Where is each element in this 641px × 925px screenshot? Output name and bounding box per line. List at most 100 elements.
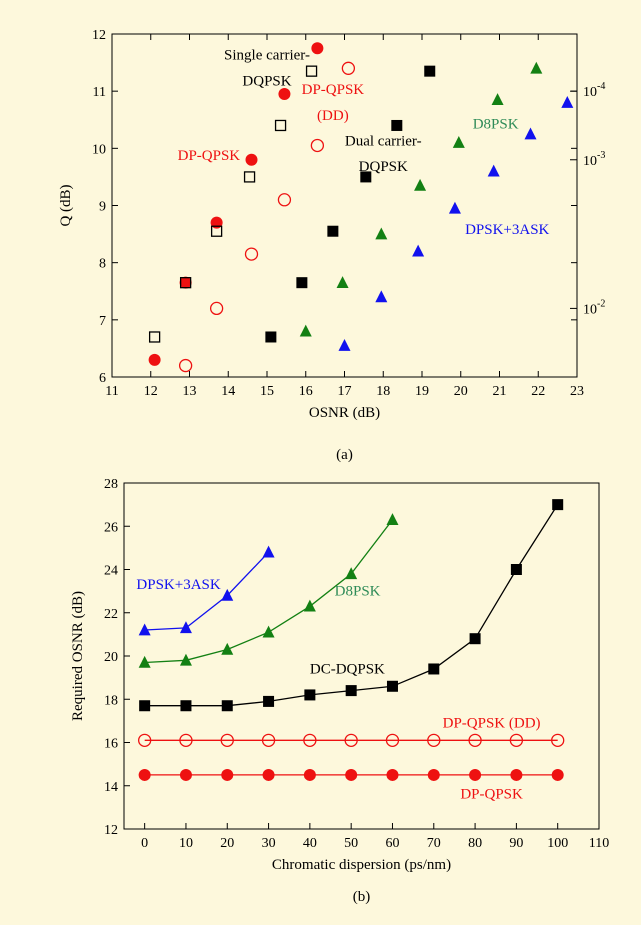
x-tick-label: 70 <box>427 836 441 851</box>
data-point-s4-5 <box>491 93 504 106</box>
x-tick-label: 10 <box>179 836 193 851</box>
data-point-s5-0 <box>338 338 351 351</box>
y-tick-label: 14 <box>104 780 118 795</box>
data-point-s4-7 <box>427 768 440 781</box>
data-point-s5-3 <box>448 201 461 214</box>
y-tick-label: 22 <box>104 607 118 622</box>
data-point-s2-3 <box>263 695 275 707</box>
data-point-s1-4 <box>303 599 316 612</box>
data-point-s2-0 <box>139 700 151 712</box>
chart-a-y-axis-label: Q (dB) <box>58 184 74 226</box>
series-annotation-3: (DD) <box>317 108 349 124</box>
data-point-s2-2 <box>221 700 233 712</box>
data-point-s4-1 <box>336 276 349 288</box>
x-tick-label: 22 <box>531 384 545 399</box>
data-point-s0-3 <box>262 545 275 558</box>
data-point-s3-7 <box>427 733 441 747</box>
x-tick-label: 90 <box>509 836 523 851</box>
series-annotation-5: Dual carrier- <box>345 133 422 149</box>
data-point-s2-7 <box>428 663 440 675</box>
data-point-s3-1 <box>296 277 308 289</box>
y-tick-label: 12 <box>104 823 118 838</box>
data-point-s5-2 <box>412 244 425 257</box>
data-point-s2-1 <box>179 277 192 289</box>
data-point-s1-5 <box>341 61 356 75</box>
y-tick-label: 6 <box>99 371 106 386</box>
x-tick-label: 17 <box>338 384 352 399</box>
x-tick-label: 110 <box>589 836 609 851</box>
x-tick-label: 30 <box>262 836 276 851</box>
x-tick-label: 13 <box>183 384 197 399</box>
y-tick-label: 16 <box>104 737 118 752</box>
x-tick-label: 0 <box>141 836 148 851</box>
x-tick-label: 23 <box>570 384 584 399</box>
data-point-s4-3 <box>414 178 427 191</box>
data-point-s4-0 <box>299 324 312 337</box>
y-tick-label: 8 <box>99 257 106 272</box>
data-point-s3-1 <box>179 733 193 747</box>
data-point-s2-8 <box>469 633 481 645</box>
data-point-s1-4 <box>310 138 325 153</box>
data-point-s2-4 <box>304 689 316 701</box>
data-point-s3-6 <box>385 733 400 747</box>
data-point-s1-2 <box>244 247 259 261</box>
series-line-0 <box>144 551 270 631</box>
data-point-s3-10 <box>551 733 565 747</box>
data-point-s4-4 <box>452 136 465 148</box>
data-point-s4-6 <box>386 768 399 781</box>
data-point-s3-0 <box>265 331 277 343</box>
data-point-s4-0 <box>138 768 151 781</box>
data-point-s3-3 <box>360 171 372 183</box>
data-point-s3-9 <box>509 733 524 747</box>
data-point-s4-1 <box>179 768 192 781</box>
chart-a: 11 12 13 14 15 16 17 18 19 20 21 22 23 6 7 8 9 10 11 12 10-4… <box>58 28 605 463</box>
data-point-s2-0 <box>148 331 161 343</box>
series-annotation-4: DP-QPSK <box>178 148 241 164</box>
y-tick-label: 11 <box>93 85 106 100</box>
right-axis-tick-label: 10-3 <box>583 150 605 169</box>
x-tick-label: 12 <box>144 384 158 399</box>
data-point-s0-4 <box>278 88 291 101</box>
data-point-s2-4 <box>274 119 287 132</box>
x-tick-label: 100 <box>547 836 568 851</box>
right-axis-tick-label: 10-2 <box>583 298 605 317</box>
data-point-s5-5 <box>524 127 537 140</box>
y-tick-label: 20 <box>104 650 118 665</box>
x-tick-label: 11 <box>105 384 118 399</box>
series-annotation-1: D8PSK <box>335 583 381 599</box>
data-point-s4-2 <box>221 768 234 781</box>
series-annotation-3: DP-QPSK (DD) <box>443 715 541 731</box>
data-point-s3-0 <box>138 733 152 747</box>
x-tick-label: 20 <box>454 384 468 399</box>
y-tick-label: 12 <box>92 28 106 43</box>
series-annotation-2: DP-QPSK <box>302 82 365 98</box>
data-point-s3-2 <box>220 733 234 747</box>
series-annotation-1: DQPSK <box>242 73 291 89</box>
x-tick-label: 40 <box>303 836 317 851</box>
data-point-s3-4 <box>303 733 317 747</box>
chart-a-x-axis-label: OSNR (dB) <box>309 405 380 421</box>
data-point-s4-5 <box>345 768 358 781</box>
series-annotation-7: D8PSK <box>473 116 519 132</box>
data-point-s3-3 <box>261 733 276 747</box>
data-point-s3-8 <box>468 733 482 747</box>
y-tick-label: 28 <box>104 477 118 492</box>
x-tick-label: 19 <box>415 384 429 399</box>
x-tick-label: 80 <box>468 836 482 851</box>
data-point-s0-3 <box>245 153 258 166</box>
data-point-s2-9 <box>510 564 522 575</box>
y-tick-label: 18 <box>104 693 118 708</box>
y-tick-label: 24 <box>104 564 118 579</box>
chart-b: 0 10 20 30 40 50 60 70 80 90 100 110 12 14 16 18 20 22 24 2… <box>70 477 609 905</box>
data-point-s0-0 <box>138 623 151 636</box>
data-point-s4-10 <box>551 768 564 781</box>
x-tick-label: 21 <box>493 384 507 399</box>
data-point-s2-3 <box>243 171 256 183</box>
x-tick-label: 15 <box>260 384 274 399</box>
data-point-s1-6 <box>386 513 399 526</box>
chart-b-y-axis-label: Required OSNR (dB) <box>70 591 86 721</box>
x-tick-label: 18 <box>376 384 390 399</box>
data-point-s2-1 <box>180 700 192 712</box>
data-point-s5-4 <box>487 164 500 177</box>
data-point-s2-2 <box>210 225 223 237</box>
